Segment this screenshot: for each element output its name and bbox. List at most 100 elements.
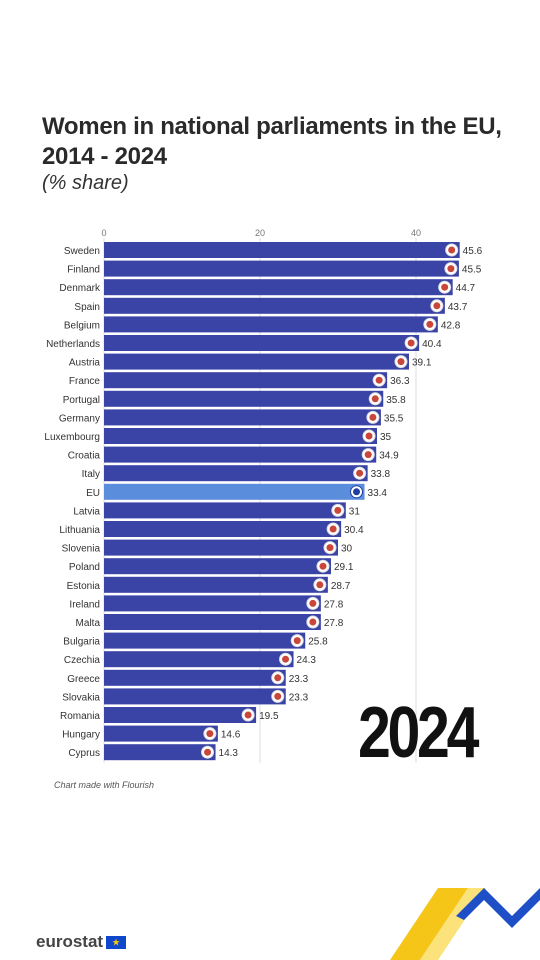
eu-flag-icon: ★ xyxy=(106,935,127,949)
eurostat-logo: eurostat ★ xyxy=(36,932,127,952)
value-label: 29.1 xyxy=(334,562,354,573)
bar xyxy=(104,372,388,389)
bar xyxy=(104,707,257,723)
bar xyxy=(104,297,445,314)
flag-marker-inner xyxy=(206,730,214,738)
category-label: France xyxy=(69,376,101,387)
value-label: 42.8 xyxy=(441,320,461,331)
flag-marker-inner xyxy=(448,246,456,254)
flag-marker-inner xyxy=(309,599,317,607)
flag-marker-inner xyxy=(407,339,415,347)
category-label: Hungary xyxy=(62,730,100,741)
category-label: Ireland xyxy=(69,599,100,610)
flag-marker-inner xyxy=(274,692,282,700)
flag-marker-inner xyxy=(274,674,282,682)
flag-marker-inner xyxy=(334,506,342,514)
bar xyxy=(104,242,460,258)
chart-credit: Chart made with Flourish xyxy=(54,780,155,790)
category-label: Romania xyxy=(60,711,100,722)
bar xyxy=(104,558,331,575)
category-label: Bulgaria xyxy=(63,637,100,648)
category-label: Cyprus xyxy=(68,748,100,759)
value-label: 27.8 xyxy=(324,618,344,629)
value-label: 27.8 xyxy=(324,599,344,610)
value-label: 45.5 xyxy=(462,265,482,276)
value-label: 36.3 xyxy=(390,376,410,387)
category-label: Netherlands xyxy=(46,339,100,350)
x-tick-label: 0 xyxy=(101,228,106,238)
category-label: Croatia xyxy=(68,451,101,462)
category-label: Germany xyxy=(59,413,100,424)
bar xyxy=(104,502,346,519)
flag-marker-inner xyxy=(326,544,334,552)
bar xyxy=(104,353,409,370)
bar xyxy=(104,539,338,556)
flag-marker-inner xyxy=(282,655,290,663)
bar xyxy=(104,428,377,444)
category-label: Belgium xyxy=(64,320,100,331)
value-label: 28.7 xyxy=(331,581,351,592)
value-label: 40.4 xyxy=(422,339,442,350)
category-label: Spain xyxy=(74,302,100,313)
value-label: 33.8 xyxy=(371,469,391,480)
bar xyxy=(104,335,420,351)
chart-title: Women in national parliaments in the EU,… xyxy=(42,113,502,170)
flag-marker-inner xyxy=(426,320,434,328)
value-label: 14.6 xyxy=(221,730,241,741)
bar-chart: 0 20 40 Sweden 45.6 Finland 45.5 Denmark 44.7 Spa… xyxy=(44,228,483,763)
value-label: 23.3 xyxy=(289,674,309,685)
category-label: Malta xyxy=(76,618,101,629)
x-tick-label: 40 xyxy=(411,228,421,238)
category-label: EU xyxy=(86,488,100,499)
flag-marker-inner xyxy=(369,413,377,421)
bar xyxy=(104,669,286,686)
value-label: 35.8 xyxy=(386,395,406,406)
bar xyxy=(104,260,459,277)
category-label: Slovakia xyxy=(62,692,100,703)
bar xyxy=(104,279,453,296)
bar xyxy=(104,316,438,333)
value-label: 30.4 xyxy=(344,525,364,536)
value-label: 31 xyxy=(349,506,361,517)
category-label: Estonia xyxy=(67,581,101,592)
bar xyxy=(104,614,321,630)
bar xyxy=(104,446,377,463)
category-label: Greece xyxy=(67,674,100,685)
flag-marker-inner xyxy=(365,432,373,440)
value-label: 44.7 xyxy=(456,283,476,294)
category-label: Lithuania xyxy=(59,525,100,536)
value-label: 24.3 xyxy=(297,655,317,666)
bar xyxy=(104,576,328,593)
flag-marker-inner xyxy=(329,525,337,533)
flag-marker-inner xyxy=(309,618,317,626)
value-label: 34.9 xyxy=(379,451,399,462)
category-label: Portugal xyxy=(63,395,100,406)
x-tick-label: 20 xyxy=(255,228,265,238)
bar xyxy=(104,632,306,649)
category-label: Italy xyxy=(82,469,100,480)
value-label: 25.8 xyxy=(308,637,328,648)
value-label: 23.3 xyxy=(289,692,309,703)
bar xyxy=(104,409,381,426)
value-label: 45.6 xyxy=(463,246,483,257)
category-label: Latvia xyxy=(73,506,100,517)
bar xyxy=(104,595,321,612)
flag-marker-inner xyxy=(356,469,364,477)
value-label: 39.1 xyxy=(412,358,432,369)
value-label: 43.7 xyxy=(448,302,468,313)
category-label: Slovenia xyxy=(62,544,101,555)
flag-marker-inner xyxy=(244,711,252,719)
chart-subtitle: (% share) xyxy=(42,172,129,194)
bar xyxy=(104,651,294,668)
flag-marker-inner xyxy=(204,748,212,756)
value-label: 30 xyxy=(341,544,353,555)
category-label: Czechia xyxy=(64,655,101,666)
flag-marker-inner xyxy=(353,488,361,496)
decorative-stripes xyxy=(390,888,540,960)
category-label: Finland xyxy=(67,265,100,276)
logo-text: eurostat xyxy=(36,932,104,951)
flag-marker-inner xyxy=(371,395,379,403)
flag-marker-inner xyxy=(447,265,455,273)
value-label: 35.5 xyxy=(384,413,404,424)
bar xyxy=(104,688,286,705)
